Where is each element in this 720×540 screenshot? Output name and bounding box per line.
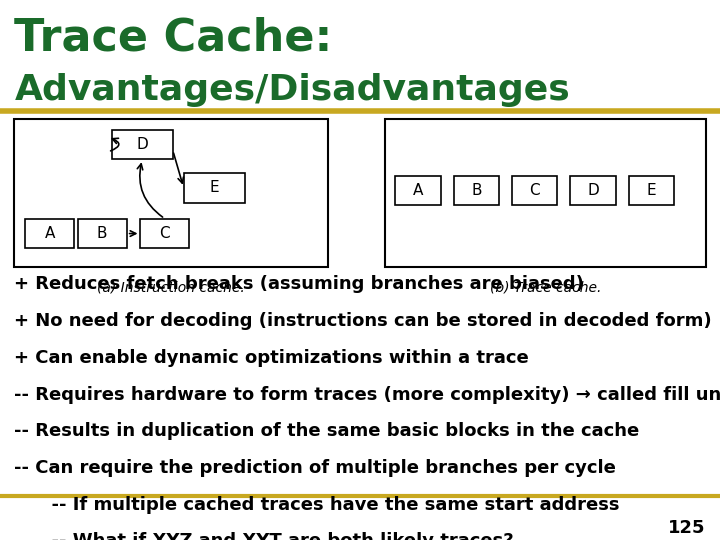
Text: + Reduces fetch breaks (assuming branches are biased): + Reduces fetch breaks (assuming branche… [14,275,584,293]
FancyBboxPatch shape [512,176,557,205]
Text: D: D [587,183,599,198]
FancyBboxPatch shape [395,176,441,205]
Text: D: D [136,137,148,152]
FancyBboxPatch shape [629,176,674,205]
Text: A: A [413,183,423,198]
Text: Trace Cache:: Trace Cache: [14,16,333,59]
Text: -- What if XYZ and XYT are both likely traces?: -- What if XYZ and XYT are both likely t… [14,532,514,540]
FancyBboxPatch shape [454,176,499,205]
Text: E: E [210,180,219,195]
Text: Advantages/Disadvantages: Advantages/Disadvantages [14,73,570,107]
FancyBboxPatch shape [78,219,127,248]
Text: -- If multiple cached traces have the same start address: -- If multiple cached traces have the sa… [14,496,620,514]
Text: (a) Instruction cache.: (a) Instruction cache. [97,281,245,295]
Text: B: B [97,226,107,241]
FancyBboxPatch shape [385,119,706,267]
FancyBboxPatch shape [112,130,173,159]
FancyBboxPatch shape [570,176,616,205]
Text: + No need for decoding (instructions can be stored in decoded form): + No need for decoding (instructions can… [14,312,712,330]
FancyBboxPatch shape [140,219,189,248]
Text: E: E [647,183,656,198]
Text: C: C [160,226,170,241]
FancyBboxPatch shape [25,219,74,248]
Text: -- Results in duplication of the same basic blocks in the cache: -- Results in duplication of the same ba… [14,422,639,440]
Text: A: A [45,226,55,241]
Text: C: C [529,183,540,198]
Text: -- Can require the prediction of multiple branches per cycle: -- Can require the prediction of multipl… [14,459,616,477]
Text: B: B [471,183,482,198]
Text: (b) Trace cache.: (b) Trace cache. [490,281,601,295]
Text: -- Requires hardware to form traces (more complexity) → called fill unit: -- Requires hardware to form traces (mor… [14,386,720,403]
Text: + Can enable dynamic optimizations within a trace: + Can enable dynamic optimizations withi… [14,349,529,367]
FancyBboxPatch shape [184,173,245,202]
FancyBboxPatch shape [14,119,328,267]
Text: 125: 125 [668,519,706,537]
